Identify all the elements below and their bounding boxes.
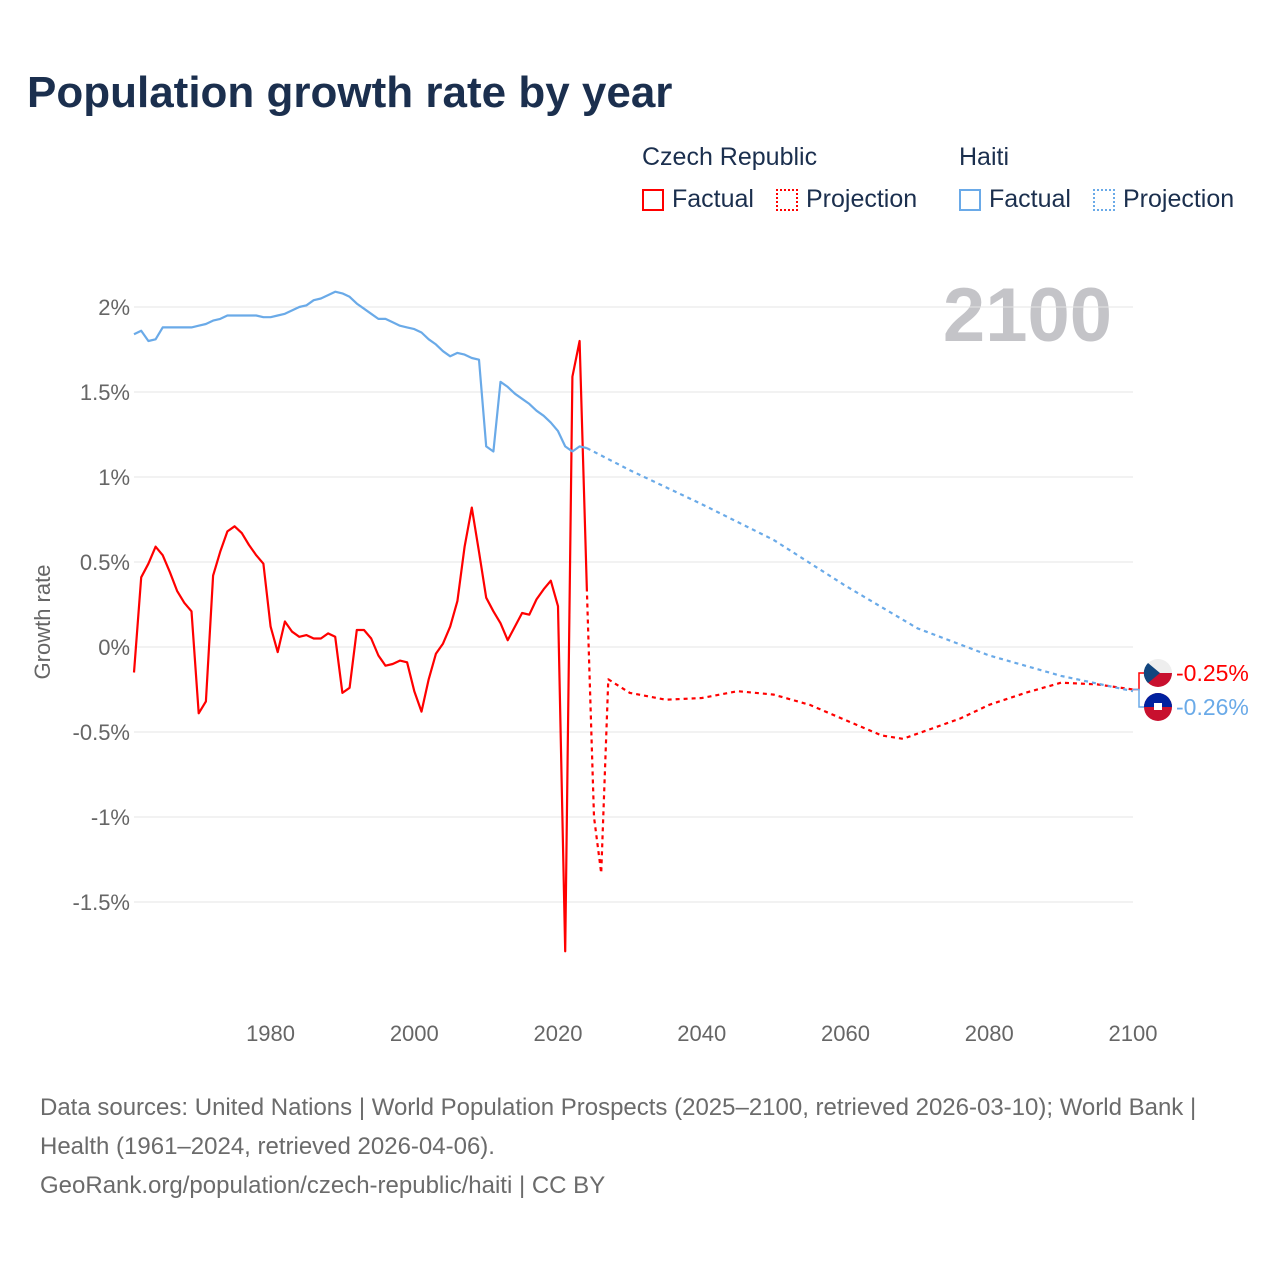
data-sources: Data sources: United Nations | World Pop… (40, 1094, 1197, 1160)
legend-label: Projection (806, 185, 918, 213)
chart-title: Population growth rate by year (27, 68, 673, 117)
x-tick-label: 2020 (534, 1021, 583, 1046)
year-watermark: 2100 (942, 273, 1112, 358)
footer: Data sources: United Nations | World Pop… (40, 1088, 1240, 1205)
y-tick-label: 0% (98, 635, 130, 660)
haiti-factual-line (133, 290, 588, 453)
credit-link[interactable]: GeoRank.org/population/czech-republic/ha… (40, 1172, 606, 1199)
legend-group-czech: Czech Republic (642, 143, 818, 171)
dotted-swatch-icon (776, 188, 798, 211)
legend-label: Projection (1123, 185, 1235, 213)
legend-czech-factual[interactable]: Factual (642, 185, 754, 214)
legend-label: Factual (989, 185, 1071, 213)
x-tick-label: 2100 (1109, 1021, 1158, 1046)
czech-flag-icon (1143, 663, 1160, 683)
y-tick-label: 0.5% (80, 550, 130, 575)
y-tick-label: -1.5% (73, 890, 130, 915)
y-tick-label: 1% (98, 465, 130, 490)
y-axis-label: Growth rate (30, 565, 55, 680)
czech-projection-line (585, 587, 1134, 875)
y-tick-label: 2% (98, 295, 130, 320)
legend-haiti-projection[interactable]: Projection (1093, 185, 1234, 214)
y-tick-label: 1.5% (80, 380, 130, 405)
label-connector (1133, 672, 1145, 691)
dotted-swatch-icon (1093, 188, 1115, 211)
end-value-label: -0.25% (1176, 660, 1249, 686)
haiti-flag-icon (1154, 703, 1162, 710)
legend-label: Factual (672, 185, 754, 213)
end-value-label: -0.26% (1176, 694, 1249, 720)
x-tick-label: 2080 (965, 1021, 1014, 1046)
haiti-flag-icon (1144, 693, 1172, 707)
solid-swatch-icon (642, 188, 664, 211)
label-connector (1133, 688, 1145, 708)
y-tick-label: -1% (91, 805, 130, 830)
y-tick-label: -0.5% (73, 720, 130, 745)
x-tick-label: 1980 (246, 1021, 295, 1046)
czech-factual-line (132, 339, 588, 953)
solid-swatch-icon (959, 188, 981, 211)
x-tick-label: 2040 (677, 1021, 726, 1046)
x-tick-label: 2000 (390, 1021, 439, 1046)
haiti-projection-line (586, 447, 1134, 693)
legend-haiti-factual[interactable]: Factual (959, 185, 1071, 214)
legend-czech-projection[interactable]: Projection (776, 185, 917, 214)
x-tick-label: 2060 (821, 1021, 870, 1046)
legend-group-haiti: Haiti (959, 143, 1010, 171)
